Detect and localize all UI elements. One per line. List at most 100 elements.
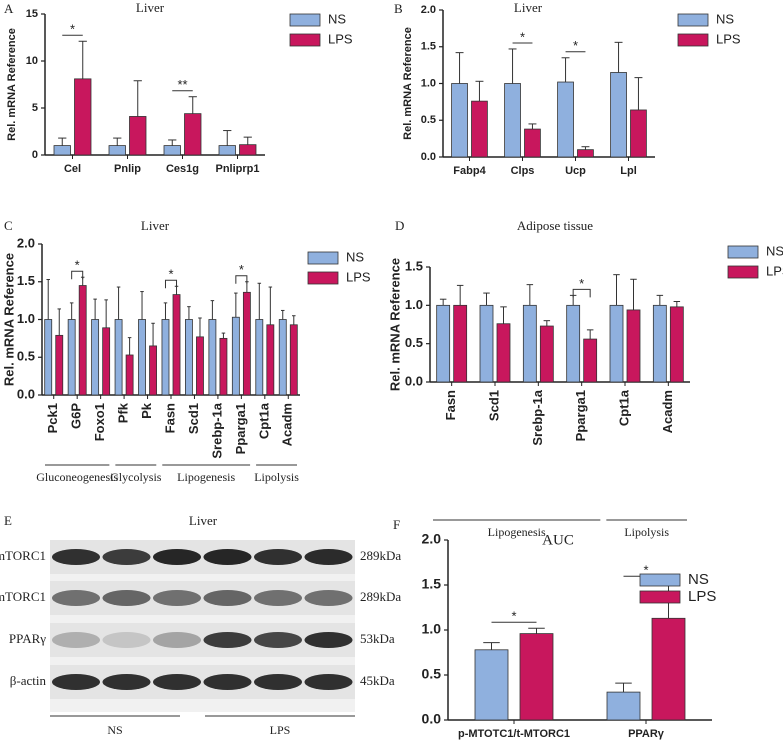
blot-band (52, 632, 100, 648)
bar (185, 319, 193, 396)
error-bar (168, 139, 177, 146)
error-bar (543, 320, 551, 327)
bar (504, 83, 521, 158)
bar (114, 319, 123, 396)
error-bar (292, 315, 296, 325)
bar (55, 334, 64, 396)
group-label: Lipolysis (624, 525, 669, 539)
significance-bracket (164, 279, 178, 289)
bar (138, 319, 146, 396)
legend-swatch (289, 13, 321, 27)
panel-label: C (4, 218, 13, 233)
bar (577, 149, 594, 158)
y-axis-label: Rel. mRNA Reference (402, 27, 414, 140)
y-tick-label: 1.5 (421, 41, 436, 53)
y-tick-label: 1.0 (17, 311, 35, 326)
error-bar (210, 300, 215, 320)
error-bar (528, 627, 545, 634)
panel-label: B (394, 1, 403, 16)
bar (184, 113, 202, 156)
bar (218, 145, 236, 156)
significance-label: * (579, 276, 584, 291)
bar (255, 319, 264, 396)
blot-band (102, 549, 151, 565)
bar (522, 304, 537, 383)
panel-label: D (395, 218, 404, 233)
blot-size-label: 289kDa (360, 548, 401, 563)
chart-title: Adipose tissue (517, 218, 593, 233)
group-label: Gluconeogenesis (36, 470, 118, 484)
significance-label: * (520, 29, 525, 44)
error-bar (188, 96, 197, 114)
y-tick-label: 15 (26, 8, 38, 20)
error-bar (614, 41, 623, 73)
error-bar (455, 52, 464, 84)
bar (242, 291, 251, 396)
x-tick-label: G6P (69, 403, 84, 429)
error-bar (58, 137, 67, 146)
bar (519, 633, 554, 721)
blot-band (153, 674, 201, 690)
bar (610, 72, 627, 158)
y-tick-label: 0.0 (422, 711, 442, 727)
bar (278, 319, 287, 396)
y-tick-label: 1.0 (421, 77, 436, 89)
legend-swatch (727, 245, 759, 259)
x-tick-label: Clps (511, 165, 535, 177)
bar (652, 304, 667, 383)
y-tick-label: 0.0 (421, 151, 436, 163)
bar (78, 285, 87, 396)
y-tick-label: 5 (32, 102, 38, 114)
error-bar (581, 146, 590, 150)
blot-group-label: LPS (270, 723, 291, 737)
x-tick-label: Scd1 (486, 390, 501, 421)
x-tick-label: Srebp-1a (209, 402, 224, 458)
legend-label: LPS (716, 31, 741, 46)
panel-label: E (4, 513, 12, 528)
bar (266, 324, 275, 396)
error-bar (140, 291, 144, 320)
legend-label: LPS (766, 263, 783, 278)
significance-label: * (75, 258, 80, 273)
bar (451, 83, 468, 158)
blot-band (304, 590, 353, 606)
blot-band (304, 632, 353, 648)
group-label: Lipolysis (254, 470, 299, 484)
error-bar (243, 136, 252, 145)
x-tick-label: Scd1 (186, 403, 201, 434)
blot-band (153, 632, 201, 648)
bar (289, 324, 298, 396)
blot-strip (50, 540, 355, 574)
significance-bracket (235, 275, 248, 284)
error-bar (673, 301, 681, 307)
y-tick-label: 1.5 (405, 258, 423, 273)
y-tick-label: 0.0 (17, 386, 35, 401)
legend-label: LPS (328, 31, 353, 46)
y-tick-label: 0.5 (17, 349, 35, 364)
blot-size-label: 53kDa (360, 631, 395, 646)
legend-label: LPS (688, 588, 716, 605)
error-bar (93, 298, 97, 320)
y-tick-label: 1.5 (17, 273, 35, 288)
error-bar (234, 292, 238, 318)
significance-label: * (168, 267, 173, 282)
error-bar (221, 332, 226, 339)
error-bar (46, 278, 50, 320)
blot-band (153, 549, 201, 565)
y-tick-label: 0.5 (405, 335, 423, 350)
bar (163, 145, 181, 156)
error-bar (57, 308, 62, 336)
error-bar (198, 317, 202, 337)
x-tick-label: Pk (139, 402, 154, 419)
y-tick-label: 2.0 (422, 531, 442, 547)
x-tick-label: PPARγ (628, 728, 665, 740)
significance-label: * (70, 22, 75, 37)
legend-swatch (677, 33, 709, 47)
y-tick-label: 0 (32, 149, 38, 161)
bar (67, 319, 76, 396)
x-tick-label: Ucp (565, 165, 586, 177)
legend-label: NS (346, 249, 364, 264)
x-tick-label: Fasn (162, 403, 177, 433)
bar (102, 327, 111, 396)
legend-label: LPS (346, 269, 371, 284)
